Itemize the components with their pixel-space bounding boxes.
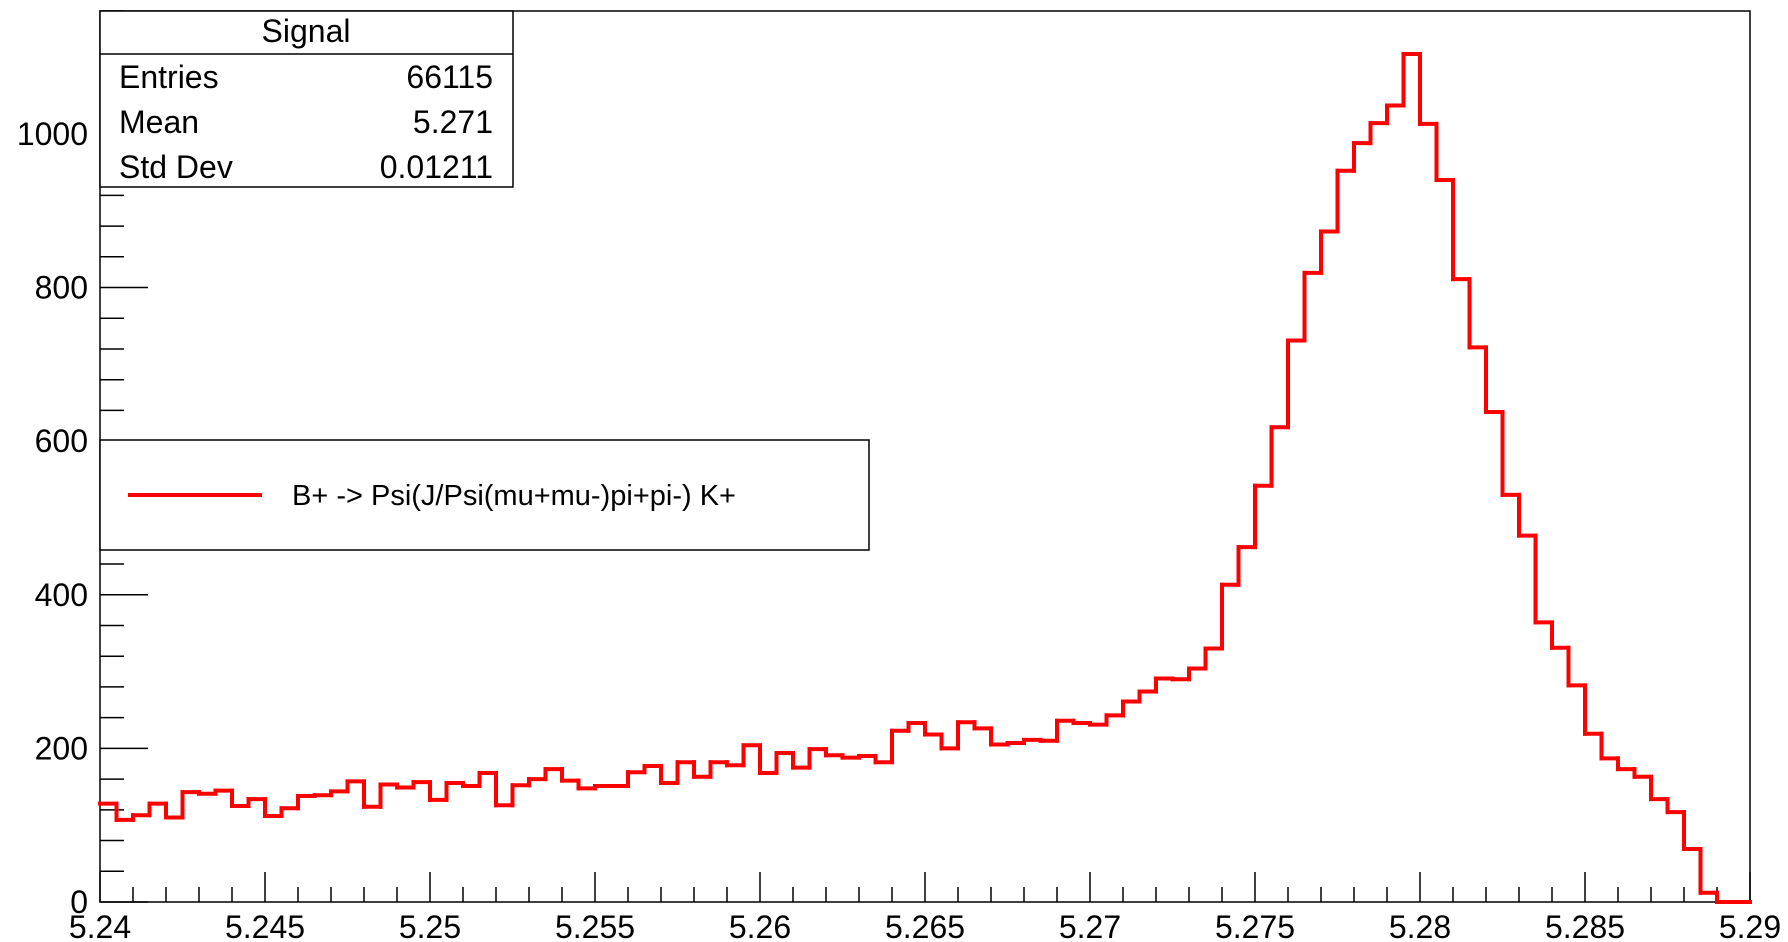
y-tick-label: 0	[70, 884, 88, 920]
stats-box: Signal Entries 66115 Mean 5.271 Std Dev …	[99, 10, 514, 188]
x-tick-label: 5.26	[729, 909, 791, 942]
stats-entries-value: 66115	[406, 59, 493, 95]
x-tick-label: 5.245	[225, 909, 305, 942]
x-tick-label: 5.25	[399, 909, 461, 942]
x-tick-labels: 5.24 5.245 5.25 5.255 5.26 5.265 5.27 5.275 5.28…	[69, 909, 1781, 942]
stats-stddev-label: Std Dev	[119, 149, 233, 185]
histogram-marks	[98, 52, 1752, 904]
x-tick-label: 5.24	[69, 909, 131, 942]
y-tick-labels: 0 200 400 600 800 1000	[17, 116, 88, 920]
x-tick-label: 5.265	[885, 909, 965, 942]
legend: B+ -> Psi(J/Psi(mu+mu-)pi+pi-) K+	[99, 439, 870, 551]
stats-stddev-value: 0.01211	[380, 149, 493, 185]
y-tick-label: 600	[35, 423, 88, 459]
y-tick-label: 200	[35, 730, 88, 766]
x-tick-label: 5.275	[1215, 909, 1295, 942]
stats-title: Signal	[262, 13, 351, 49]
stats-entries-label: Entries	[119, 59, 219, 95]
x-tick-label: 5.285	[1545, 909, 1625, 942]
x-tick-label: 5.29	[1719, 909, 1781, 942]
x-tick-label: 5.27	[1059, 909, 1121, 942]
x-tick-label: 5.28	[1389, 909, 1451, 942]
legend-entry-label: B+ -> Psi(J/Psi(mu+mu-)pi+pi-) K+	[292, 480, 736, 512]
y-tick-label: 800	[35, 270, 88, 306]
y-tick-label: 400	[35, 577, 88, 613]
stats-mean-label: Mean	[119, 104, 199, 140]
y-tick-label: 1000	[17, 116, 88, 152]
stats-mean-value: 5.271	[413, 104, 493, 140]
x-tick-label: 5.255	[555, 909, 635, 942]
